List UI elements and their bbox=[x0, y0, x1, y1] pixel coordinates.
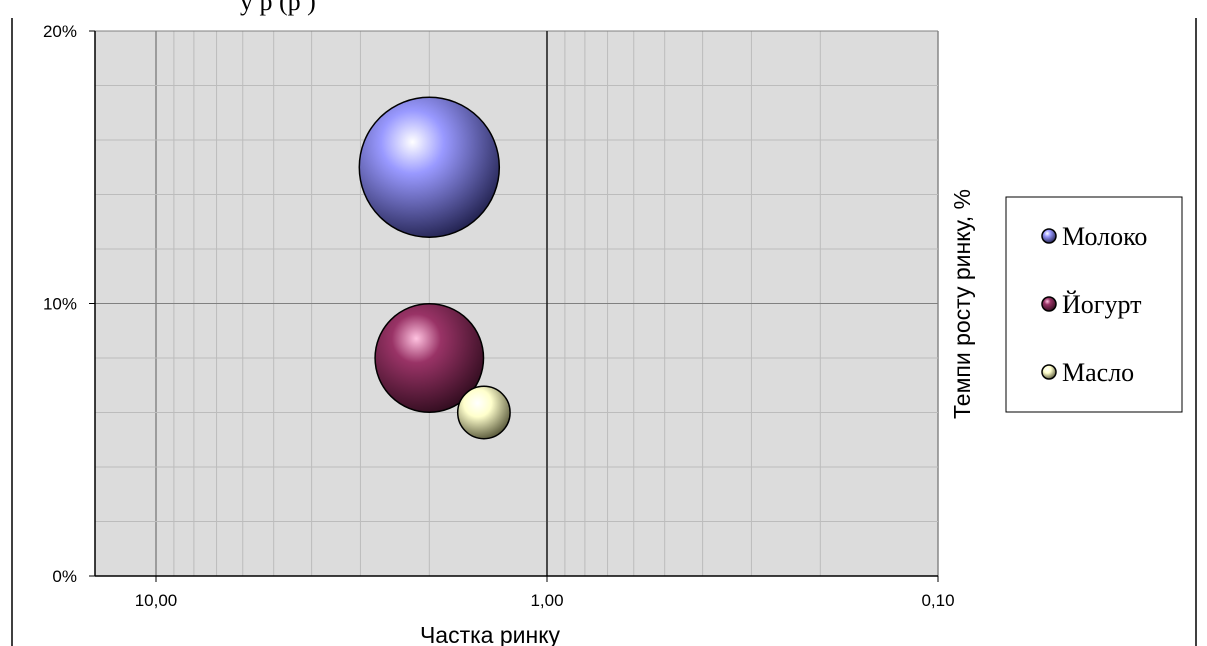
legend-marker bbox=[1041, 296, 1057, 312]
legend: Молоко Йогурт Масло bbox=[1005, 196, 1183, 413]
y-tick-label: 0% bbox=[52, 567, 77, 586]
x-tick-label: 10,00 bbox=[135, 591, 178, 610]
header-fragment: у р (р ) bbox=[240, 0, 316, 16]
x-axis-title: Частка ринку bbox=[420, 622, 561, 646]
legend-label: Масло bbox=[1062, 358, 1134, 387]
bubble-3 bbox=[456, 385, 511, 440]
bubble-2 bbox=[374, 303, 485, 413]
y-tick-label: 20% bbox=[43, 22, 77, 41]
bubble-1 bbox=[358, 96, 501, 238]
legend-label: Йогурт bbox=[1062, 290, 1141, 319]
legend-box bbox=[1005, 196, 1183, 413]
x-tick-label: 1,00 bbox=[530, 591, 563, 610]
legend-label: Молоко bbox=[1062, 222, 1147, 251]
x-tick-label: 0,10 bbox=[921, 591, 954, 610]
y-tick-label: 10% bbox=[43, 295, 77, 314]
bubbles bbox=[358, 96, 511, 440]
y-axis-title: Темпи росту ринку, % bbox=[949, 189, 975, 419]
legend-marker bbox=[1041, 228, 1057, 244]
legend-marker bbox=[1041, 364, 1057, 380]
tick-labels: 10,00 1,00 0,10 0% 10% 20% bbox=[43, 22, 955, 610]
